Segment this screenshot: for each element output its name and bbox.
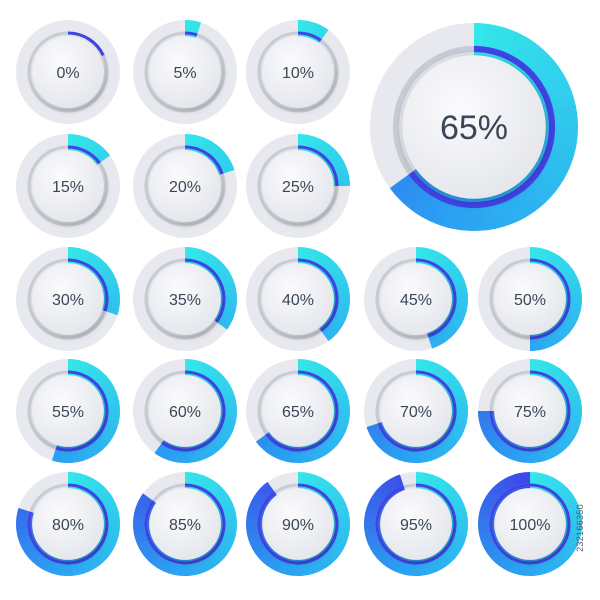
gauge-75-percent: 75% [478,359,582,463]
gauge-face [32,263,104,335]
gauge-label: 90% [282,517,314,534]
gauge-label: 75% [514,404,546,421]
gauge-face [380,375,452,447]
gauge-label: 70% [400,404,432,421]
gauge-label: 5% [173,65,196,82]
gauge-90-percent: 90% [246,472,350,576]
gauge-face [32,150,104,222]
gauge-label: 95% [400,517,432,534]
gauge-25-percent: 25% [246,134,350,238]
gauge-95-percent: 95% [364,472,468,576]
gauge-face [32,375,104,447]
gauge-face [380,488,452,560]
gauge-face [494,488,566,560]
gauge-label: 85% [169,517,201,534]
gauge-55-percent: 55% [16,359,120,463]
gauge-50-percent: 50% [478,247,582,351]
gauge-label: 40% [282,292,314,309]
gauge-face [262,375,334,447]
gauge-face [149,150,221,222]
gauge-face [149,375,221,447]
gauge-15-percent: 15% [16,134,120,238]
gauge-label: 60% [169,404,201,421]
gauge-face [262,150,334,222]
gauge-5-percent: 5% [133,20,237,124]
gauge-40-percent: 40% [246,247,350,351]
gauge-label: 55% [52,404,84,421]
gauge-face [380,263,452,335]
gauge-label: 20% [169,179,201,196]
gauge-label: 100% [510,517,551,534]
gauge-label: 30% [52,292,84,309]
gauge-face [32,36,104,108]
gauge-face [262,263,334,335]
gauge-face [32,488,104,560]
gauge-label: 35% [169,292,201,309]
gauge-85-percent: 85% [133,472,237,576]
stock-id-text: 232166350 [574,468,586,588]
gauge-face [149,36,221,108]
gauge-label: 80% [52,517,84,534]
gauge-label: 65% [282,404,314,421]
gauge-10-percent: 10% [246,20,350,124]
gauge-70-percent: 70% [364,359,468,463]
gauge-35-percent: 35% [133,247,237,351]
gauge-face [494,263,566,335]
gauge-label: 65% [440,109,508,147]
gauge-20-percent: 20% [133,134,237,238]
gauge-face [402,55,546,199]
gauge-face [262,36,334,108]
gauge-45-percent: 45% [364,247,468,351]
gauge-face [149,263,221,335]
gauge-30-percent: 30% [16,247,120,351]
stock-id-number: 232166350 [575,504,585,552]
gauge-label: 50% [514,292,546,309]
gauge-label: 0% [56,65,79,82]
featured-gauge-65-percent: 65% [370,23,578,231]
gauge-label: 25% [282,179,314,196]
gauge-label: 10% [282,65,314,82]
gauge-face [262,488,334,560]
gauge-face [494,375,566,447]
gauge-0-percent: 0% [16,20,120,124]
gauge-65-percent: 65% [246,359,350,463]
gauge-80-percent: 80% [16,472,120,576]
gauge-60-percent: 60% [133,359,237,463]
gauge-face [149,488,221,560]
gauge-label: 15% [52,179,84,196]
gauge-100-percent: 100% [478,472,582,576]
gauge-label: 45% [400,292,432,309]
